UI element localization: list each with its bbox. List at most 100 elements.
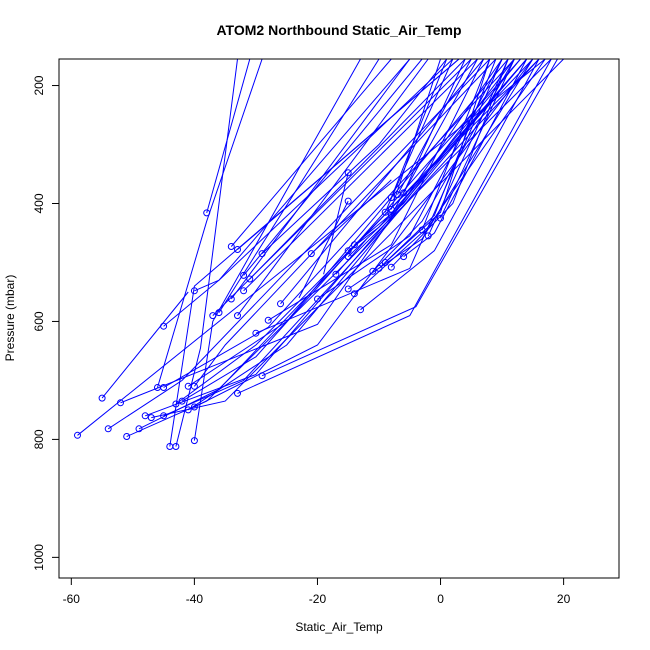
profile-line: [175, 59, 540, 405]
profile-start-point: [350, 241, 358, 249]
profile-series: [387, 59, 448, 202]
profile-start-point: [357, 306, 364, 314]
x-axis: -60 -40 -20 0 20: [63, 577, 571, 606]
profile-line: [310, 179, 392, 254]
profile-series: [74, 59, 546, 439]
profile-start-point: [160, 322, 168, 330]
profile-line: [390, 59, 509, 268]
profile-series: [400, 59, 466, 197]
profile-start-point: [332, 270, 340, 278]
profile-start-point: [147, 414, 155, 422]
x-axis-label: Static_Air_Temp: [295, 620, 383, 634]
profile-start-point: [258, 250, 266, 258]
profile-series: [234, 59, 552, 397]
profile-series: [104, 59, 491, 433]
y-axis-label: Pressure (mbar): [3, 275, 17, 362]
profile-start-point: [252, 329, 260, 337]
profile-start-point: [394, 191, 401, 199]
profile-series: [387, 59, 509, 271]
profile-start-point: [344, 197, 352, 205]
profile-line: [347, 59, 534, 290]
profile-start-point: [190, 437, 198, 445]
profile-start-point: [203, 209, 211, 217]
profile-series: [298, 197, 352, 299]
y-tick-label: 600: [32, 311, 46, 331]
profile-start-point: [184, 406, 192, 414]
x-tick-label: -20: [309, 592, 327, 606]
profile-start-point: [418, 226, 426, 234]
profile-line: [187, 59, 509, 387]
profile-start-point: [123, 433, 131, 440]
profile-line: [145, 59, 528, 417]
profile-series: [203, 59, 251, 217]
profile-line: [175, 59, 238, 447]
profile-line: [261, 59, 448, 254]
profile-start-point: [190, 403, 198, 411]
profile-line: [193, 59, 361, 441]
profile-start-point: [227, 243, 235, 250]
profile-start-point: [135, 425, 143, 433]
x-tick-label: 20: [557, 592, 571, 606]
profile-start-point: [240, 271, 248, 279]
profile-line: [230, 59, 411, 300]
profile-start-point: [234, 389, 241, 397]
profile-series: [227, 59, 392, 250]
profile-line: [243, 59, 423, 276]
y-tick-label: 1000: [32, 544, 46, 571]
profile-start-point: [344, 253, 352, 261]
profile-line: [187, 59, 528, 411]
plot-frame: [58, 58, 620, 579]
profile-start-point: [381, 208, 389, 216]
profile-series: [381, 59, 491, 266]
profile-start-point: [240, 287, 248, 295]
profile-line: [243, 59, 478, 292]
profile-line: [77, 59, 546, 436]
profile-line: [218, 59, 380, 313]
profile-series: [258, 59, 558, 380]
profile-line: [193, 59, 497, 387]
profile-start-point: [160, 412, 168, 420]
profile-start-point: [172, 400, 180, 408]
profile-line: [163, 59, 540, 417]
profile-start-point: [190, 382, 198, 390]
profile-start-point: [215, 309, 223, 317]
profile-start-point: [387, 263, 395, 271]
profile-series: [184, 59, 528, 414]
profile-series: [357, 59, 540, 314]
profile-line: [107, 59, 491, 430]
profile-start-point: [234, 246, 241, 253]
profile-series: [264, 59, 485, 324]
profile-series: [400, 59, 528, 261]
profile-line: [255, 59, 503, 334]
profile-line: [267, 59, 485, 321]
profile-start-point: [264, 316, 272, 324]
profile-series: [160, 59, 540, 420]
profile-line: [384, 59, 491, 263]
profile-start-point: [307, 250, 315, 258]
profile-line: [384, 59, 454, 213]
profile-line: [194, 59, 454, 292]
profile-line: [298, 200, 349, 299]
profile-series: [387, 59, 478, 219]
y-axis: 200 400 600 800 1000: [32, 75, 60, 571]
profile-series: [258, 59, 448, 258]
profile-line: [249, 59, 466, 280]
profile-line: [157, 59, 263, 388]
profile-series: [190, 59, 361, 445]
profile-start-point: [74, 431, 81, 439]
profile-series: [190, 59, 534, 411]
profile-start-point: [160, 384, 168, 391]
profile-start-point: [381, 259, 389, 266]
profile-series: [227, 59, 411, 303]
profile-line: [403, 59, 528, 257]
profile-series: [160, 59, 515, 391]
profile-start-point: [277, 300, 284, 308]
profile-start-point: [387, 211, 395, 219]
profile-line: [427, 59, 509, 237]
profile-start-point: [314, 295, 321, 303]
profile-line: [360, 59, 540, 311]
profile-line: [390, 59, 478, 216]
profile-line: [390, 59, 448, 198]
profile-line: [181, 59, 521, 402]
